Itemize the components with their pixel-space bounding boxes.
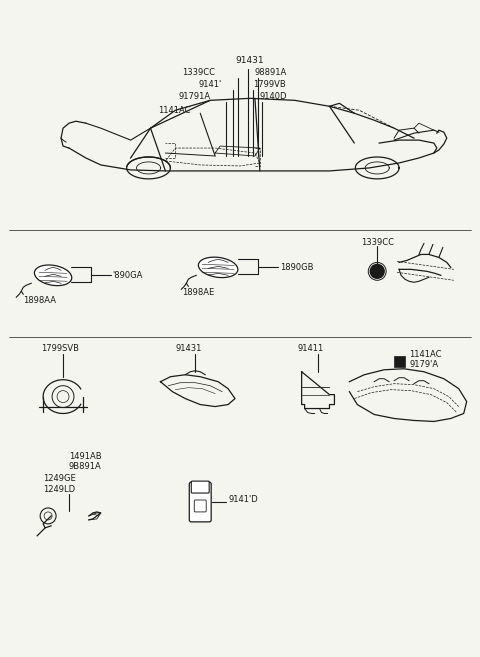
Circle shape — [370, 264, 384, 279]
Text: 1339CC: 1339CC — [182, 68, 215, 77]
Text: 91431: 91431 — [236, 56, 264, 65]
Text: 9B891A: 9B891A — [69, 462, 102, 470]
Text: 1249LD: 1249LD — [43, 485, 75, 493]
Text: 1339CC: 1339CC — [361, 238, 394, 247]
Text: 1898AE: 1898AE — [182, 288, 215, 297]
Text: 1890GB: 1890GB — [280, 263, 313, 272]
Text: 1491AB: 1491AB — [69, 452, 102, 461]
FancyBboxPatch shape — [189, 482, 211, 522]
Text: 9140D: 9140D — [260, 92, 288, 101]
FancyBboxPatch shape — [194, 500, 206, 512]
Text: 91431: 91431 — [175, 344, 202, 353]
Text: 98891A: 98891A — [255, 68, 287, 77]
Text: 1141AC: 1141AC — [409, 350, 442, 359]
Text: 1799SVB: 1799SVB — [41, 344, 79, 353]
FancyBboxPatch shape — [394, 356, 405, 367]
Text: 91411: 91411 — [298, 344, 324, 353]
Text: 1249GE: 1249GE — [43, 474, 76, 483]
Text: '890GA: '890GA — [113, 271, 143, 280]
Text: 91791A: 91791A — [178, 92, 210, 101]
Text: 9179'A: 9179'A — [409, 360, 438, 369]
Ellipse shape — [198, 257, 238, 278]
FancyBboxPatch shape — [192, 481, 209, 493]
Text: 1141AC: 1141AC — [158, 106, 190, 115]
Text: 9141': 9141' — [199, 80, 222, 89]
Ellipse shape — [35, 265, 72, 286]
Text: 9141'D: 9141'D — [228, 495, 258, 503]
Text: 1898AA: 1898AA — [23, 296, 56, 305]
Text: 1799VB: 1799VB — [253, 80, 286, 89]
